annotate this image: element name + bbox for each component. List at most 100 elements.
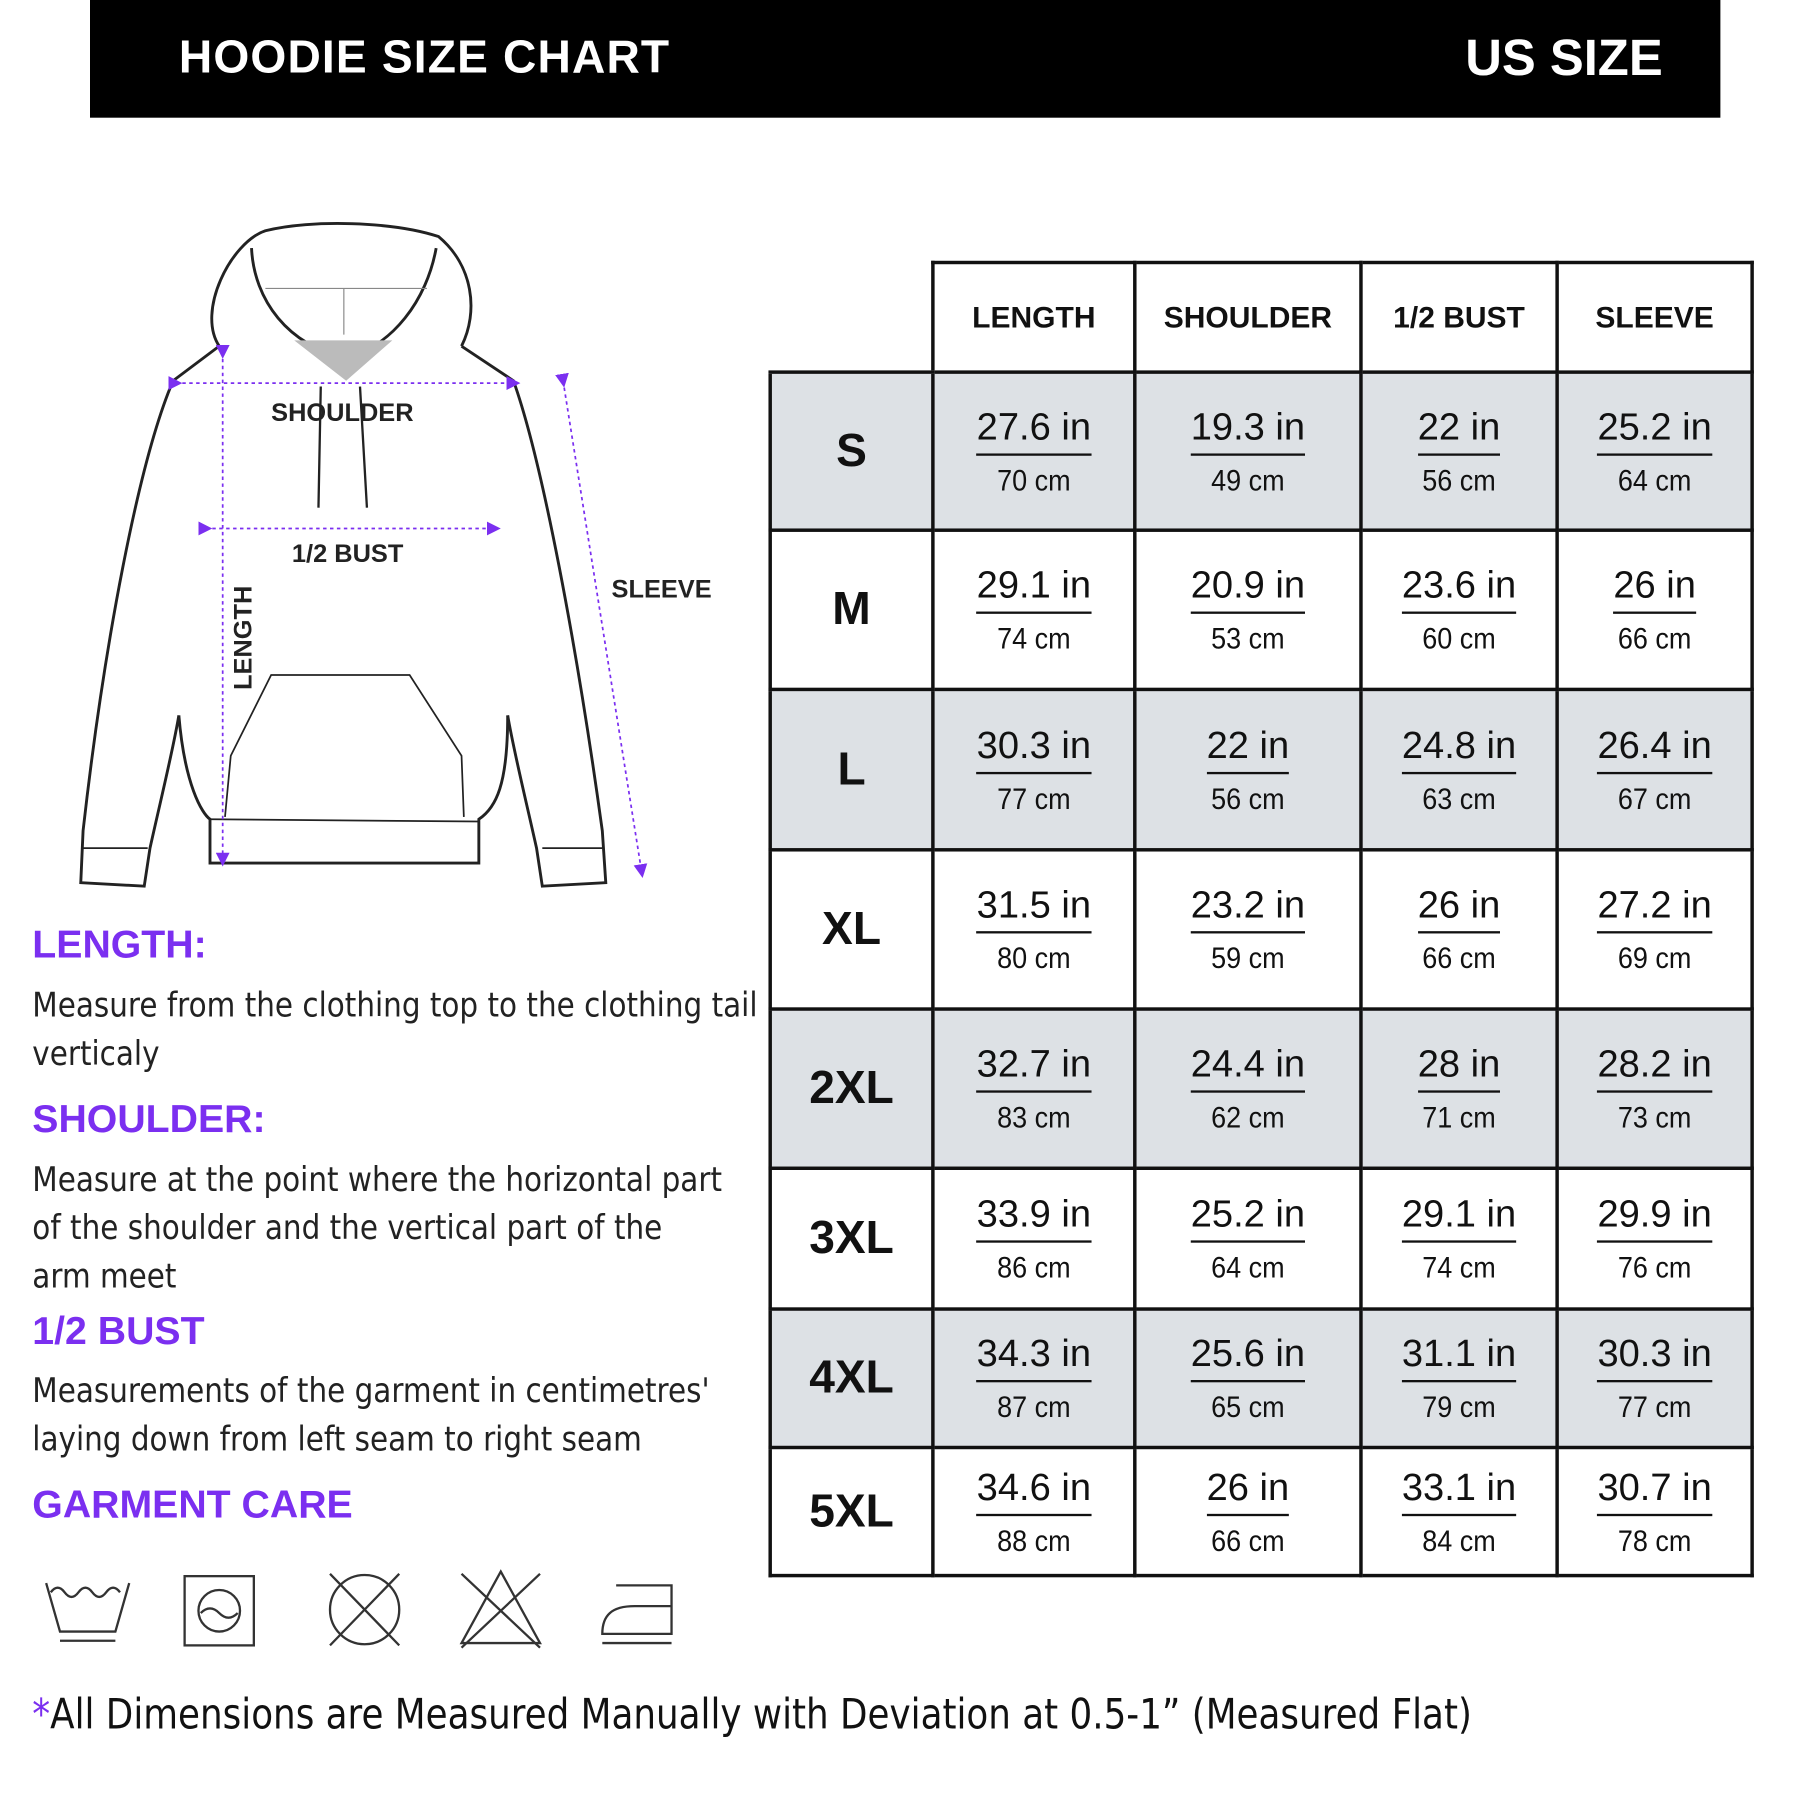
inch-value: 29.1 in (976, 563, 1092, 614)
inch-value: 25.2 in (1597, 404, 1712, 456)
inch-value: 26.4 in (1597, 723, 1712, 774)
length-label: LENGTH (230, 586, 258, 690)
inch-value: 25.6 in (1190, 1332, 1306, 1383)
blank-corner (770, 262, 933, 374)
inch-value: 26 in (1613, 563, 1696, 614)
table-row: 4XL 34.3 in 87 cm 25.6 in 65 cm 31.1 in 79 cm 3… (768, 1307, 1754, 1450)
inch-value: 22 in (1417, 404, 1501, 456)
inch-value: 34.3 in (976, 1332, 1092, 1383)
cm-value: 66 cm (1211, 1522, 1285, 1558)
cm-value: 66 cm (1617, 620, 1692, 656)
inch-value: 29.1 in (1401, 1192, 1517, 1243)
do-not-bleach-icon (459, 1569, 542, 1649)
inch-value: 26 in (1417, 883, 1501, 934)
inch-value: 33.9 in (976, 1192, 1092, 1243)
size-table: LENGTH SHOULDER 1/2 BUST SLEEVE S 27.6 in… (768, 260, 1754, 1578)
bust-description: Measurements of the garment in centimetr… (32, 1370, 710, 1459)
size-label: S (768, 370, 935, 532)
inch-value: 28.2 in (1597, 1042, 1712, 1093)
table-header-row: LENGTH SHOULDER 1/2 BUST SLEEVE (770, 260, 1754, 374)
cm-value: 80 cm (997, 940, 1071, 975)
cm-value: 53 cm (1211, 620, 1285, 656)
measurement-cell: 29.9 in 76 cm (1555, 1166, 1754, 1311)
cm-value: 64 cm (1211, 1249, 1285, 1285)
page-title: HOODIE SIZE CHART (178, 32, 671, 84)
inch-value: 32.7 in (976, 1042, 1092, 1093)
iron-icon (601, 1584, 673, 1645)
inch-value: 30.3 in (976, 723, 1092, 774)
measurement-cell: 26.4 in 67 cm (1555, 687, 1754, 852)
inch-value: 24.8 in (1401, 723, 1517, 774)
inch-value: 34.6 in (976, 1465, 1092, 1516)
inch-value: 28 in (1417, 1042, 1501, 1093)
measure-lines (168, 344, 648, 878)
measurement-cell: 23.2 in 59 cm (1133, 848, 1363, 1011)
size-label: 3XL (768, 1166, 935, 1311)
column-header: 1/2 BUST (1359, 260, 1559, 374)
cm-value: 60 cm (1422, 620, 1496, 656)
measurement-cell: 24.8 in 63 cm (1359, 687, 1559, 852)
measurement-cell: 30.3 in 77 cm (931, 687, 1137, 852)
cm-value: 71 cm (1422, 1099, 1496, 1135)
measurement-cell: 28.2 in 73 cm (1555, 1007, 1754, 1170)
size-region: US SIZE (1465, 29, 1663, 87)
cm-value: 56 cm (1211, 780, 1285, 816)
cm-value: 83 cm (997, 1099, 1071, 1135)
inch-value: 27.2 in (1597, 883, 1712, 934)
measurement-cell: 34.6 in 88 cm (931, 1445, 1137, 1578)
cm-value: 84 cm (1422, 1522, 1496, 1558)
cm-value: 62 cm (1211, 1099, 1285, 1135)
measurement-cell: 29.1 in 74 cm (1359, 1166, 1559, 1311)
cm-value: 70 cm (997, 462, 1071, 497)
inch-value: 25.2 in (1190, 1192, 1306, 1243)
do-not-tumble-dry-icon (328, 1573, 401, 1647)
inch-value: 31.1 in (1401, 1332, 1517, 1383)
footnote-asterisk: * (32, 1691, 51, 1739)
shoulder-label: SHOULDER (271, 399, 413, 427)
cm-value: 64 cm (1617, 462, 1692, 497)
cm-value: 65 cm (1211, 1389, 1285, 1424)
length-heading: LENGTH: (32, 923, 207, 967)
inch-value: 23.2 in (1190, 883, 1306, 934)
column-header: LENGTH (931, 260, 1137, 374)
measurement-cell: 32.7 in 83 cm (931, 1007, 1137, 1170)
cm-value: 78 cm (1617, 1522, 1692, 1558)
hand-wash-icon (45, 1582, 131, 1642)
measurement-cell: 19.3 in 49 cm (1133, 370, 1363, 532)
header-bar: HOODIE SIZE CHART US SIZE (89, 0, 1721, 118)
table-row: 3XL 33.9 in 86 cm 25.2 in 64 cm 29.1 in 74 cm 2… (768, 1166, 1754, 1311)
table-row: 2XL 32.7 in 83 cm 24.4 in 62 cm 28 in 71 cm 28.… (768, 1007, 1754, 1170)
machine-wash-icon (183, 1574, 255, 1647)
cm-value: 49 cm (1211, 462, 1285, 497)
measurement-cell: 33.1 in 84 cm (1359, 1445, 1559, 1578)
inch-value: 29.9 in (1597, 1192, 1712, 1243)
sleeve-label: SLEEVE (612, 576, 712, 604)
cm-value: 79 cm (1422, 1389, 1496, 1424)
cm-value: 88 cm (997, 1522, 1071, 1558)
inch-value: 33.1 in (1401, 1465, 1517, 1516)
cm-value: 74 cm (997, 620, 1071, 656)
table-row: XL 31.5 in 80 cm 23.2 in 59 cm 26 in 66 cm 27.2… (768, 848, 1754, 1011)
measurement-cell: 25.6 in 65 cm (1133, 1307, 1363, 1450)
bust-heading: 1/2 BUST (32, 1309, 205, 1354)
hoodie-diagram: SHOULDER 1/2 BUST LENGTH SLEEVE (79, 222, 712, 888)
care-heading: GARMENT CARE (32, 1482, 353, 1527)
measurement-cell: 30.7 in 78 cm (1555, 1445, 1754, 1578)
inch-value: 19.3 in (1190, 404, 1306, 456)
column-header: SLEEVE (1555, 260, 1754, 374)
measurement-cell: 31.1 in 79 cm (1359, 1307, 1559, 1450)
cm-value: 74 cm (1422, 1249, 1496, 1285)
footnote: *All Dimensions are Measured Manually wi… (32, 1692, 1472, 1739)
size-label: 4XL (768, 1307, 935, 1450)
measurement-cell: 34.3 in 87 cm (931, 1307, 1137, 1450)
cm-value: 56 cm (1422, 462, 1496, 497)
inch-value: 23.6 in (1401, 563, 1517, 614)
shoulder-heading: SHOULDER: (32, 1097, 266, 1142)
inch-value: 22 in (1206, 723, 1290, 774)
measurement-cell: 22 in 56 cm (1133, 687, 1363, 852)
cm-value: 73 cm (1617, 1099, 1692, 1135)
cm-value: 76 cm (1617, 1249, 1692, 1285)
table-row: M 29.1 in 74 cm 20.9 in 53 cm 23.6 in 60 cm 26 … (768, 528, 1754, 692)
size-label: 2XL (768, 1007, 935, 1170)
measurement-cell: 25.2 in 64 cm (1133, 1166, 1363, 1311)
